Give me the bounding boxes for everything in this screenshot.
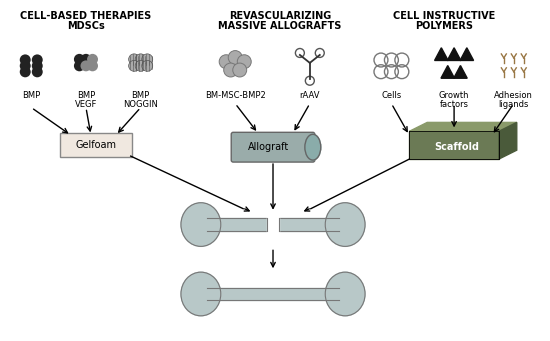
Circle shape [135,54,146,65]
Text: CELL INSTRUCTIVE: CELL INSTRUCTIVE [393,11,495,21]
Text: MASSIVE ALLOGRAFTS: MASSIVE ALLOGRAFTS [218,21,342,31]
Polygon shape [499,122,517,159]
Circle shape [224,63,238,77]
Text: NOGGIN: NOGGIN [123,100,158,108]
Circle shape [74,54,85,65]
Circle shape [135,60,146,71]
Text: factors: factors [439,100,469,108]
Text: Gelfoam: Gelfoam [75,140,117,150]
Text: VEGF: VEGF [75,100,97,108]
Polygon shape [447,48,461,60]
Circle shape [219,55,233,69]
Polygon shape [409,131,499,159]
Polygon shape [441,65,454,78]
Circle shape [142,60,153,71]
Circle shape [129,60,140,71]
Circle shape [32,55,43,65]
Text: CELL-BASED THERAPIES: CELL-BASED THERAPIES [20,11,152,21]
Polygon shape [454,65,467,78]
Text: REVASCULARIZING: REVASCULARIZING [229,11,331,21]
Circle shape [129,54,140,65]
Ellipse shape [181,203,221,247]
Circle shape [20,66,31,77]
Circle shape [74,60,85,71]
Circle shape [87,60,98,71]
Circle shape [20,55,31,65]
Circle shape [142,54,153,65]
Text: Cells: Cells [381,91,402,100]
Text: MDSCs: MDSCs [67,21,105,31]
Text: POLYMERS: POLYMERS [415,21,473,31]
Text: Scaffold: Scaffold [434,142,480,152]
Text: ligands: ligands [499,100,529,108]
Circle shape [228,50,242,64]
Polygon shape [434,48,448,60]
Polygon shape [409,122,517,131]
Polygon shape [201,218,345,231]
Circle shape [233,63,247,77]
Ellipse shape [181,272,221,316]
Ellipse shape [325,272,365,316]
Polygon shape [460,48,474,60]
FancyBboxPatch shape [231,132,315,162]
Text: rAAV: rAAV [300,91,320,100]
Circle shape [32,66,43,77]
Text: BM-MSC-BMP2: BM-MSC-BMP2 [205,91,266,100]
Circle shape [237,55,251,69]
FancyBboxPatch shape [60,133,132,157]
Circle shape [20,60,31,71]
Circle shape [80,60,91,71]
Text: BMP: BMP [22,91,40,100]
Polygon shape [267,216,279,233]
Ellipse shape [325,203,365,247]
Text: Growth: Growth [439,91,469,100]
Text: BMP: BMP [131,91,150,100]
Text: Allograft: Allograft [249,142,290,152]
Polygon shape [201,287,345,300]
Circle shape [87,54,98,65]
Text: Adhesion: Adhesion [494,91,534,100]
Ellipse shape [305,134,321,160]
Circle shape [32,60,43,71]
Circle shape [80,54,91,65]
Text: BMP: BMP [77,91,95,100]
